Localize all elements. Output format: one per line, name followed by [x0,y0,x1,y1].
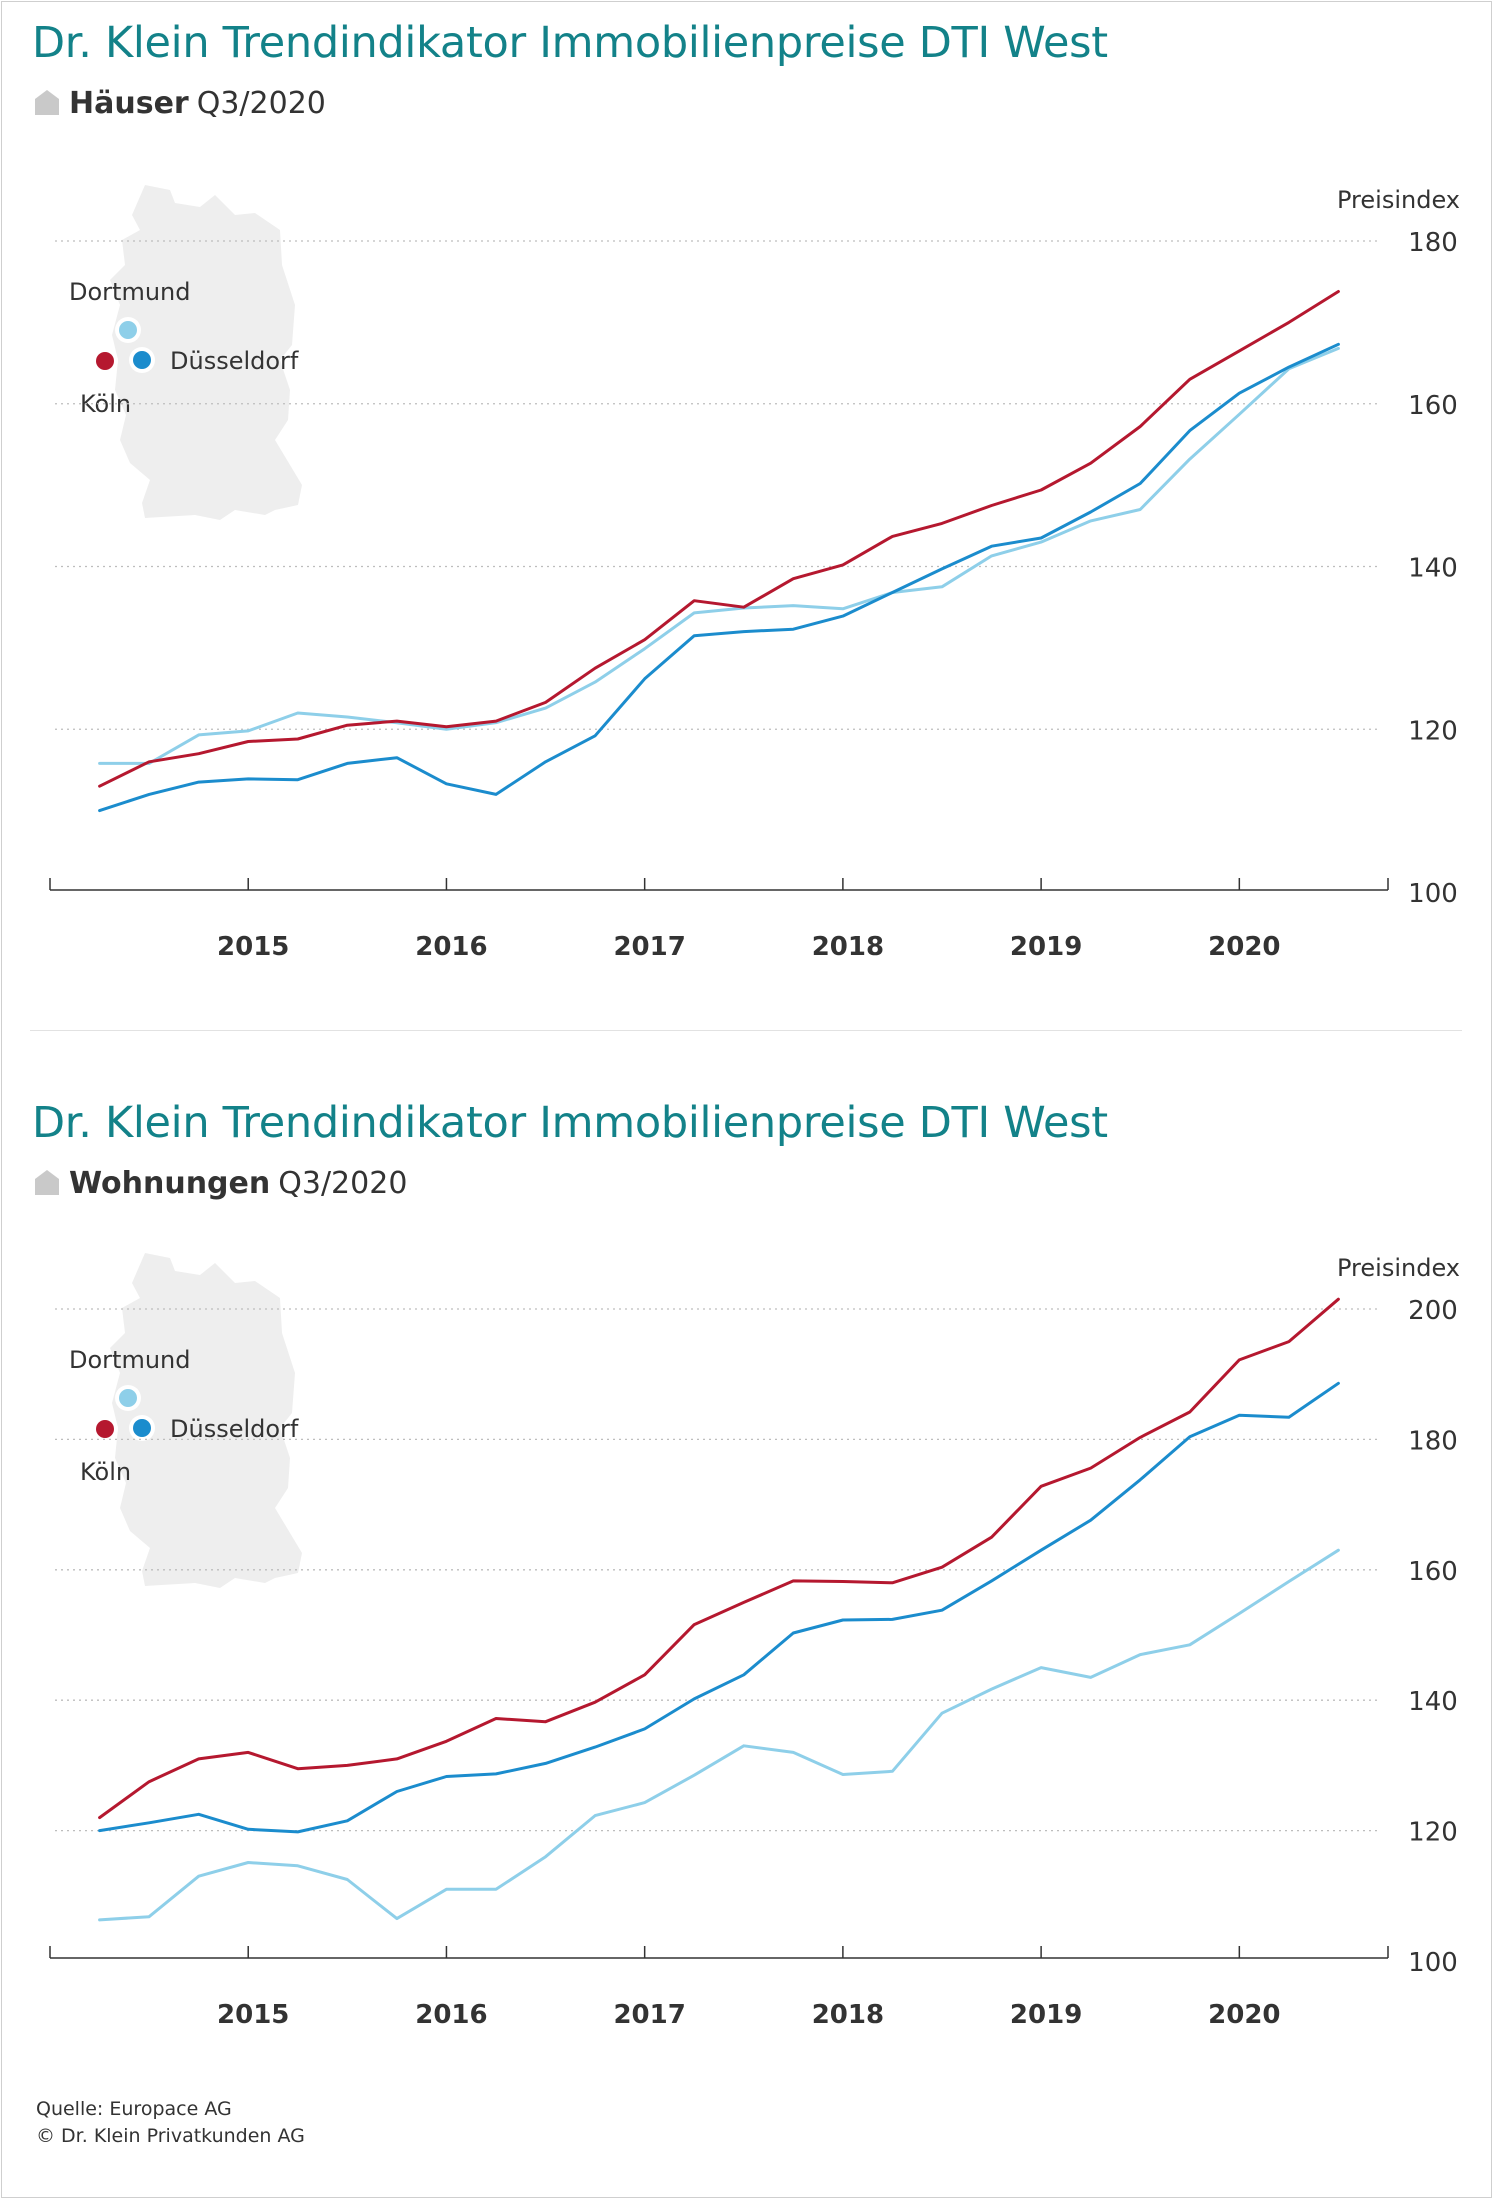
subtitle-category: Häuser [69,86,189,121]
y-tick-label: 120 [1408,1818,1458,1848]
copyright-line: © Dr. Klein Privatkunden AG [36,2125,305,2147]
series-line-koeln [98,290,1340,788]
series-line-dortmund [98,346,1340,765]
germany-map-shape [110,185,302,520]
chart-subtitle-houses: Häuser Q3/2020 [33,86,326,121]
y-tick-label: 160 [1408,1557,1458,1587]
house-icon [35,90,59,115]
series-line-koeln [98,1297,1340,1820]
x-tick-label: 2016 [415,2000,487,2030]
chart-title-houses: Dr. Klein Trendindikator Immobilienpreis… [32,18,1108,68]
map-label-dortmund: Dortmund [69,1346,190,1374]
x-tick-label: 2015 [217,932,289,962]
x-tick-label: 2015 [217,2000,289,2030]
x-tick-label: 2019 [1010,932,1082,962]
y-tick-label: 100 [1408,879,1458,909]
source-line: Quelle: Europace AG [36,2098,232,2120]
panel-divider [30,1030,1462,1031]
y-tick-label: 200 [1408,1296,1458,1326]
germany-map-icon: Dortmund Düsseldorf Köln [69,185,302,520]
marker-dortmund [119,321,137,339]
chart-subtitle-apartments: Wohnungen Q3/2020 [33,1166,407,1201]
map-label-dortmund: Dortmund [69,278,190,306]
marker-dortmund [119,1389,137,1407]
subtitle-category: Wohnungen [69,1166,271,1201]
series-line-dortmund [98,1548,1340,1922]
map-label-koeln: Köln [80,1458,131,1486]
map-label-duesseldorf: Düsseldorf [170,347,299,375]
y-tick-label: 180 [1408,1426,1458,1456]
source-note: Quelle: Europace AG © Dr. Klein Privatku… [36,2096,305,2150]
line-chart-houses: Dortmund Düsseldorf Köln 100 120 140 160 180 Pre… [49,185,1460,962]
germany-map-icon: Dortmund Düsseldorf Köln [69,1253,302,1588]
y-tick-label: 140 [1408,554,1458,584]
x-tick-label: 2016 [415,932,487,962]
marker-koeln [96,352,114,370]
y-axis-label: Preisindex [1337,186,1460,214]
x-tick-label: 2017 [613,2000,685,2030]
y-tick-label: 100 [1408,1948,1458,1978]
marker-koeln [96,1420,114,1438]
x-tick-label: 2017 [613,932,685,962]
subtitle-period: Q3/2020 [196,86,326,121]
house-icon [35,1170,59,1195]
x-tick-label: 2018 [812,2000,884,2030]
y-tick-label: 140 [1408,1687,1458,1717]
x-tick-label: 2019 [1010,2000,1082,2030]
series-line-duesseldorf [98,342,1340,813]
y-tick-label: 180 [1408,228,1458,258]
map-label-duesseldorf: Düsseldorf [170,1415,299,1443]
x-tick-label: 2018 [812,932,884,962]
x-tick-label: 2020 [1208,932,1280,962]
x-tick-label: 2020 [1208,2000,1280,2030]
marker-duesseldorf [133,351,151,369]
line-chart-apartments: Dortmund Düsseldorf Köln 100 120 140 160 180 200… [49,1253,1460,2030]
map-label-koeln: Köln [80,390,131,418]
y-tick-label: 160 [1408,391,1458,421]
chart-title-apartments: Dr. Klein Trendindikator Immobilienpreis… [32,1098,1108,1148]
germany-map-shape [110,1253,302,1588]
y-tick-label: 120 [1408,716,1458,746]
subtitle-period: Q3/2020 [278,1166,408,1201]
marker-duesseldorf [133,1419,151,1437]
y-axis-label: Preisindex [1337,1254,1460,1282]
series-line-duesseldorf [98,1381,1340,1834]
